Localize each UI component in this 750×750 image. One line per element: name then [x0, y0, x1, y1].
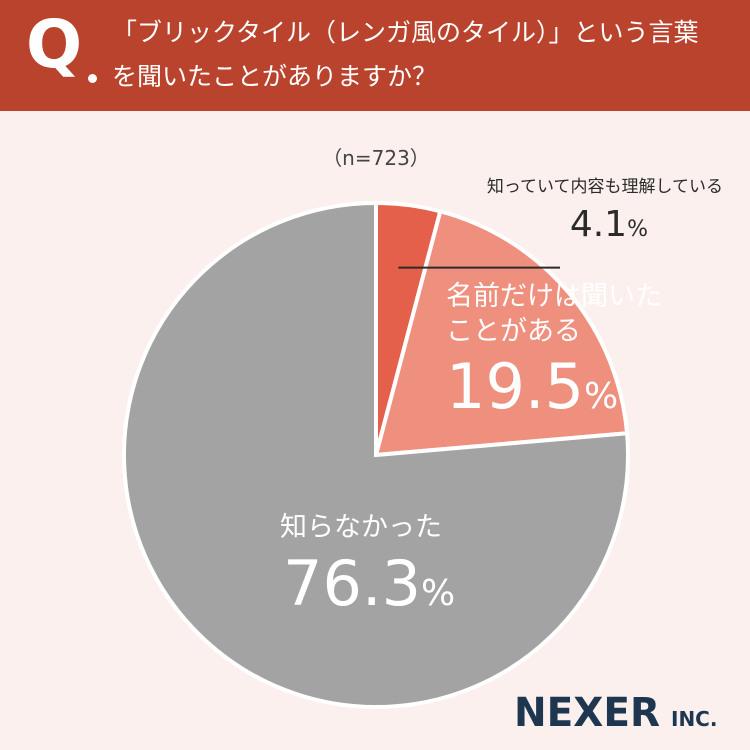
- question-text-line-2: を聞いたことがありますか？: [112, 62, 438, 91]
- pie-slices: [122, 200, 630, 709]
- question-text-line-1: 「ブリックタイル（レンガ風のタイル）」という言葉: [112, 18, 699, 47]
- slice-label-did-not-know: 知らなかった: [280, 512, 442, 543]
- brand-suffix: INC.: [671, 707, 717, 731]
- slice-label-name-only-line-1: 名前だけは聞いた: [446, 281, 662, 312]
- question-marker-dot: [88, 74, 97, 83]
- slice-value-did-not-know: 76.3%: [283, 547, 455, 620]
- question-marker: Q: [26, 6, 83, 83]
- question-banner: Q 「ブリックタイル（レンガ風のタイル）」という言葉 を聞いたことがありますか？: [0, 0, 750, 111]
- nexer-logo: NEXER INC.: [514, 690, 717, 736]
- pie-slice-did-not-know: [122, 200, 630, 709]
- slice-value-name-only: 19.5%: [446, 350, 618, 423]
- brand-name: NEXER: [514, 690, 660, 736]
- pie-slice-name-only: [373, 208, 630, 458]
- slice-label-understood: 知っていて内容も理解している: [487, 177, 723, 197]
- slice-value-understood: 4.1%: [570, 204, 648, 245]
- slice-label-name-only-line-2: ことがある: [446, 316, 581, 347]
- sample-size-note: （n=723）: [322, 146, 430, 170]
